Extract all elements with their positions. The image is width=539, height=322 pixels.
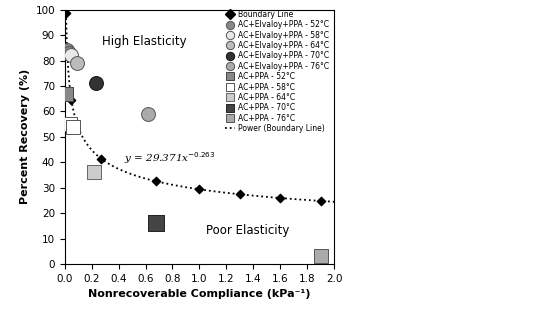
Point xyxy=(68,124,77,129)
Point xyxy=(276,195,285,201)
Text: y = 29.371x$^{-0.263}$: y = 29.371x$^{-0.263}$ xyxy=(124,150,216,166)
Point xyxy=(97,156,106,161)
Point xyxy=(152,221,161,226)
Point xyxy=(61,11,70,16)
Point xyxy=(152,179,161,184)
X-axis label: Nonrecoverable Compliance (kPa⁻¹): Nonrecoverable Compliance (kPa⁻¹) xyxy=(88,289,310,299)
Point xyxy=(236,192,244,197)
Point xyxy=(67,53,75,58)
Point xyxy=(61,91,70,96)
Point xyxy=(91,81,100,86)
Point xyxy=(316,198,325,204)
Point xyxy=(67,97,75,102)
Text: Poor Elasticity: Poor Elasticity xyxy=(206,223,289,237)
Text: High Elasticity: High Elasticity xyxy=(102,35,187,48)
Point xyxy=(63,48,71,53)
Y-axis label: Percent Recovery (%): Percent Recovery (%) xyxy=(20,69,30,204)
Point xyxy=(72,61,81,66)
Point xyxy=(195,187,204,192)
Point xyxy=(66,122,74,127)
Point xyxy=(316,254,325,259)
Point xyxy=(90,170,99,175)
Point xyxy=(65,50,73,55)
Legend: Boundary Line, AC+Elvaloy+PPA - 52°C, AC+Elvaloy+PPA - 58°C, AC+Elvaloy+PPA - 64: Boundary Line, AC+Elvaloy+PPA - 52°C, AC… xyxy=(224,8,330,135)
Point xyxy=(144,111,153,117)
